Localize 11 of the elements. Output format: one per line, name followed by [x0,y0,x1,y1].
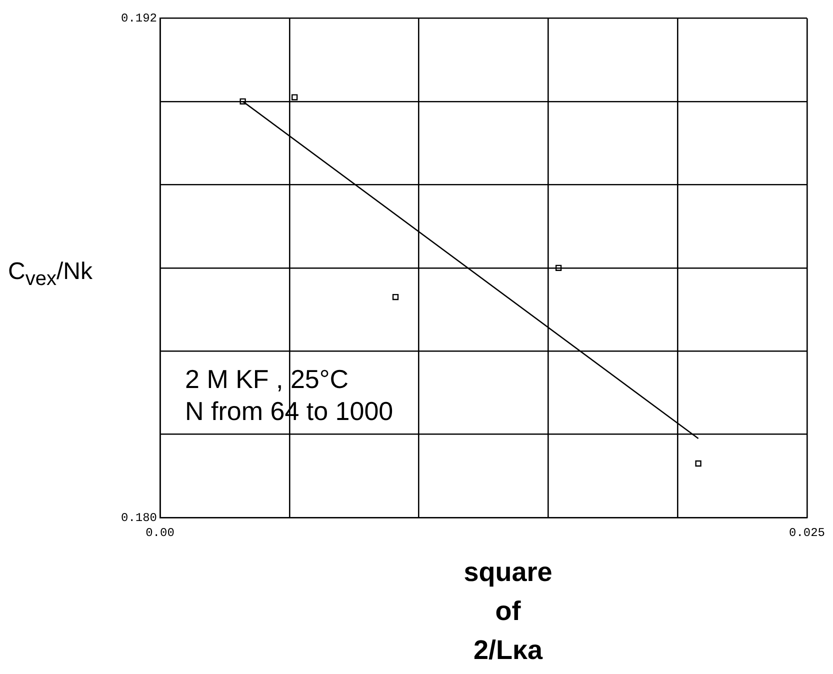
x-tick-label: 0.025 [788,526,826,540]
x-axis-title: square of 2/Lκa [462,556,554,667]
point [240,98,246,105]
point [292,94,298,100]
point [555,264,562,271]
y-tick-label: 0.180 [120,510,158,525]
y-axis-title: C$_{vex}$/Nk [8,258,92,291]
x-tick-label: 0.00 [146,526,174,540]
point [392,294,399,300]
point [695,460,702,467]
y-tick-label: 0.192 [120,11,158,26]
